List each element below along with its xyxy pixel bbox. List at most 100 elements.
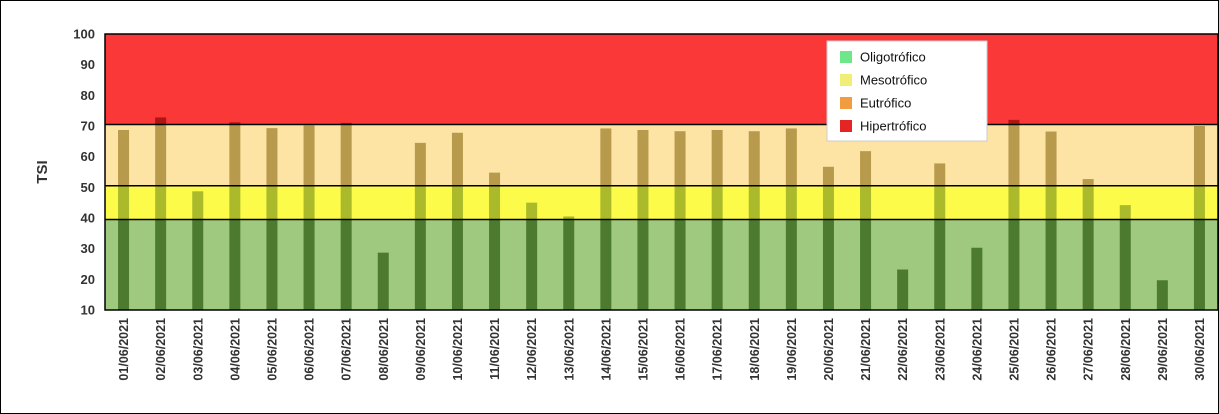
x-tick-label: 02/06/2021 [154, 318, 168, 381]
bar-segment [971, 247, 983, 310]
y-tick-label: 30 [81, 241, 95, 256]
bar-05/06/2021 [266, 128, 278, 310]
bar-segment [1119, 219, 1131, 310]
bar-17/06/2021 [711, 129, 723, 310]
bar-segment [600, 219, 612, 310]
bar-segment [414, 185, 426, 220]
bar-segment [303, 185, 315, 220]
bar-segment [340, 219, 352, 310]
bar-segment [229, 219, 241, 310]
x-tick-label: 20/06/2021 [822, 318, 836, 381]
bar-03/06/2021 [192, 191, 204, 310]
bar-segment [192, 219, 204, 310]
band-oligotrófico [105, 219, 1218, 310]
x-tick-label: 18/06/2021 [748, 318, 762, 381]
bar-26/06/2021 [1045, 131, 1057, 310]
legend-box [826, 40, 988, 142]
bar-25/06/2021 [1008, 119, 1020, 310]
bar-segment [451, 132, 463, 186]
bar-12/06/2021 [526, 202, 538, 310]
x-tick-label: 07/06/2021 [340, 318, 354, 381]
x-tick-label: 09/06/2021 [414, 318, 428, 381]
bar-segment [451, 219, 463, 310]
y-axis-ticks: 10 20 30 40 50 60 70 80 90 100 [73, 27, 95, 318]
bar-segment [785, 185, 797, 220]
legend-item: Eutrófico [840, 96, 911, 111]
bar-segment [674, 219, 686, 310]
y-tick-label: 100 [73, 27, 95, 42]
bar-segment [674, 185, 686, 220]
bar-segment [1193, 126, 1205, 186]
bar-segment [1119, 205, 1131, 220]
bar-segment [1193, 185, 1205, 220]
bar-segment [1008, 119, 1020, 125]
legend-swatch [840, 120, 852, 132]
bar-segment [118, 219, 130, 310]
bar-segment [489, 172, 501, 186]
x-tick-label: 15/06/2021 [636, 318, 650, 381]
bar-09/06/2021 [414, 142, 426, 310]
y-tick-label: 50 [81, 180, 95, 195]
bar-segment [155, 185, 167, 220]
bar-segment [155, 219, 167, 310]
bar-07/06/2021 [340, 122, 352, 310]
bar-segment [266, 219, 278, 310]
bar-segment [340, 124, 352, 186]
bar-24/06/2021 [971, 247, 983, 310]
x-tick-label: 24/06/2021 [970, 318, 984, 381]
legend-items: Oligotrófico Mesotrófico Eutrófico Hipertró… [840, 50, 927, 134]
bar-segment [600, 185, 612, 220]
bar-segment [155, 117, 167, 125]
x-tick-label: 25/06/2021 [1007, 318, 1021, 381]
bar-segment [414, 219, 426, 310]
bar-segment [822, 166, 834, 186]
bar-segment [489, 219, 501, 310]
y-tick-label: 20 [81, 272, 95, 287]
bar-segment [1045, 131, 1057, 186]
x-tick-label: 04/06/2021 [228, 318, 242, 381]
bar-segment [266, 128, 278, 186]
x-tick-label: 30/06/2021 [1193, 318, 1207, 381]
x-tick-label: 28/06/2021 [1119, 318, 1133, 381]
bar-08/06/2021 [377, 252, 389, 310]
bar-segment [674, 131, 686, 186]
legend-label: Hipertrófico [860, 119, 926, 134]
band-boundary-lines [105, 123, 1218, 221]
trophic-bands [105, 34, 1218, 310]
bar-segment [860, 185, 872, 220]
bar-segment [1082, 185, 1094, 220]
y-tick-label: 70 [81, 119, 95, 134]
bar-segment [1082, 179, 1094, 186]
bar-segment [711, 185, 723, 220]
bar-23/06/2021 [934, 163, 946, 310]
bar-segment [934, 185, 946, 220]
bar-20/06/2021 [822, 166, 834, 310]
x-tick-label: 14/06/2021 [599, 318, 613, 381]
bar-segment [1008, 185, 1020, 220]
x-tick-label: 08/06/2021 [377, 318, 391, 381]
x-tick-label: 06/06/2021 [303, 318, 317, 381]
bar-segment [1045, 185, 1057, 220]
x-tick-label: 19/06/2021 [785, 318, 799, 381]
bar-segment [748, 219, 760, 310]
bar-segment [1156, 280, 1168, 310]
x-tick-label: 12/06/2021 [525, 318, 539, 381]
bar-segment [711, 219, 723, 310]
bar-18/06/2021 [748, 131, 760, 310]
bar-segment [860, 219, 872, 310]
x-tick-label: 13/06/2021 [562, 318, 576, 381]
bar-segment [563, 216, 575, 220]
x-tick-label: 26/06/2021 [1045, 318, 1059, 381]
bar-29/06/2021 [1156, 280, 1168, 310]
bar-segment [340, 122, 352, 125]
bar-segment [822, 219, 834, 310]
band-mesotrófico [105, 185, 1218, 220]
legend-label: Eutrófico [860, 96, 911, 111]
x-tick-label: 23/06/2021 [933, 318, 947, 381]
bar-segment [860, 151, 872, 186]
bar-segment [451, 185, 463, 220]
bar-segment [1045, 219, 1057, 310]
bar-segment [1008, 124, 1020, 186]
bar-segment [526, 202, 538, 220]
